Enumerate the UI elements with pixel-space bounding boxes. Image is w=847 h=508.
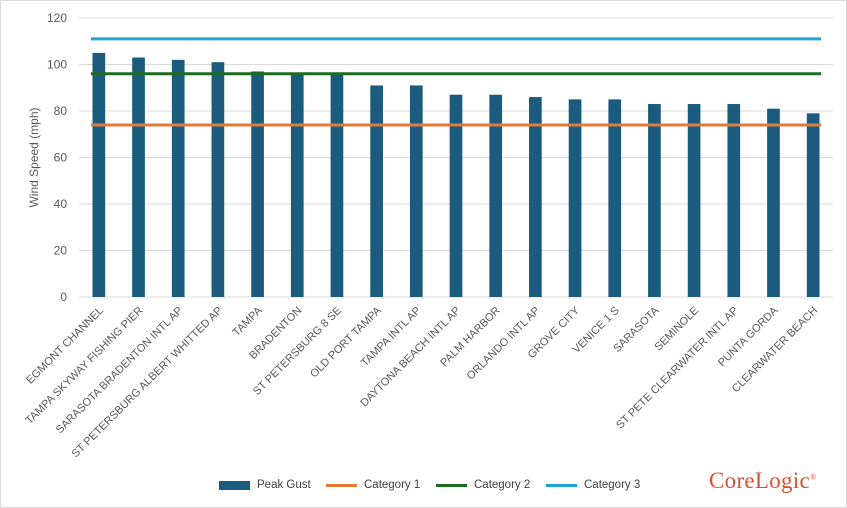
bar <box>92 52 106 297</box>
bar <box>727 104 741 298</box>
y-axis-title: Wind Speed (mph) <box>27 107 41 207</box>
corelogic-logo: CoreLogic® <box>709 468 816 494</box>
y-tick-label: 60 <box>54 151 68 165</box>
x-tick-label: EGMONT CHANNEL <box>24 305 106 387</box>
legend-label-category-1: Category 1 <box>364 479 421 491</box>
bar <box>568 99 582 297</box>
bar <box>648 104 661 298</box>
legend-item-category-3: Category 3 <box>546 479 640 491</box>
bar <box>132 57 145 298</box>
legend-label-peak-gust: Peak Gust <box>257 479 311 491</box>
bar <box>171 59 185 297</box>
y-tick-label: 40 <box>54 197 68 211</box>
bar <box>489 94 503 297</box>
bar <box>409 85 423 297</box>
legend-swatch-category-3 <box>546 483 577 487</box>
bar <box>767 108 780 297</box>
y-tick-label: 0 <box>60 290 67 304</box>
legend-label-category-2: Category 2 <box>474 479 531 491</box>
y-tick-label: 120 <box>47 11 67 25</box>
y-tick-label: 80 <box>54 104 68 118</box>
legend-item-peak-gust: Peak Gust <box>219 479 311 491</box>
bar <box>251 71 264 297</box>
bar <box>806 113 820 297</box>
logo-text: CoreLogic <box>709 468 811 493</box>
bar <box>687 104 701 298</box>
legend-label-category-3: Category 3 <box>584 479 641 491</box>
bar <box>608 99 622 297</box>
legend-item-category-1: Category 1 <box>326 479 420 491</box>
bar <box>529 97 542 297</box>
legend: Peak Gust Category 1 Category 2 Category… <box>1 479 847 495</box>
chart-svg: 0 20 40 60 80 100 120 Wind Speed (mph) EGMONT CH… <box>23 11 833 460</box>
legend-item-category-2: Category 2 <box>436 479 530 491</box>
x-tick-label: TAMPA <box>231 304 266 339</box>
bar <box>211 62 225 297</box>
bar <box>330 73 344 297</box>
bar <box>370 85 383 297</box>
x-tick-label: OLD PORT TAMPA <box>308 304 384 380</box>
bar <box>449 94 463 297</box>
x-tick-label: ORLANDO INTL AP <box>465 305 543 383</box>
legend-swatch-peak-gust <box>219 480 250 490</box>
y-tick-label: 100 <box>47 58 67 72</box>
logo-registered-mark: ® <box>810 472 817 482</box>
bar <box>290 73 304 297</box>
legend-swatch-category-1 <box>326 483 357 487</box>
x-tick-label: ST PETERSBURG ALBERT WHITTED AP <box>70 305 225 460</box>
legend-swatch-category-2 <box>436 483 467 487</box>
y-tick-label: 20 <box>54 244 68 258</box>
